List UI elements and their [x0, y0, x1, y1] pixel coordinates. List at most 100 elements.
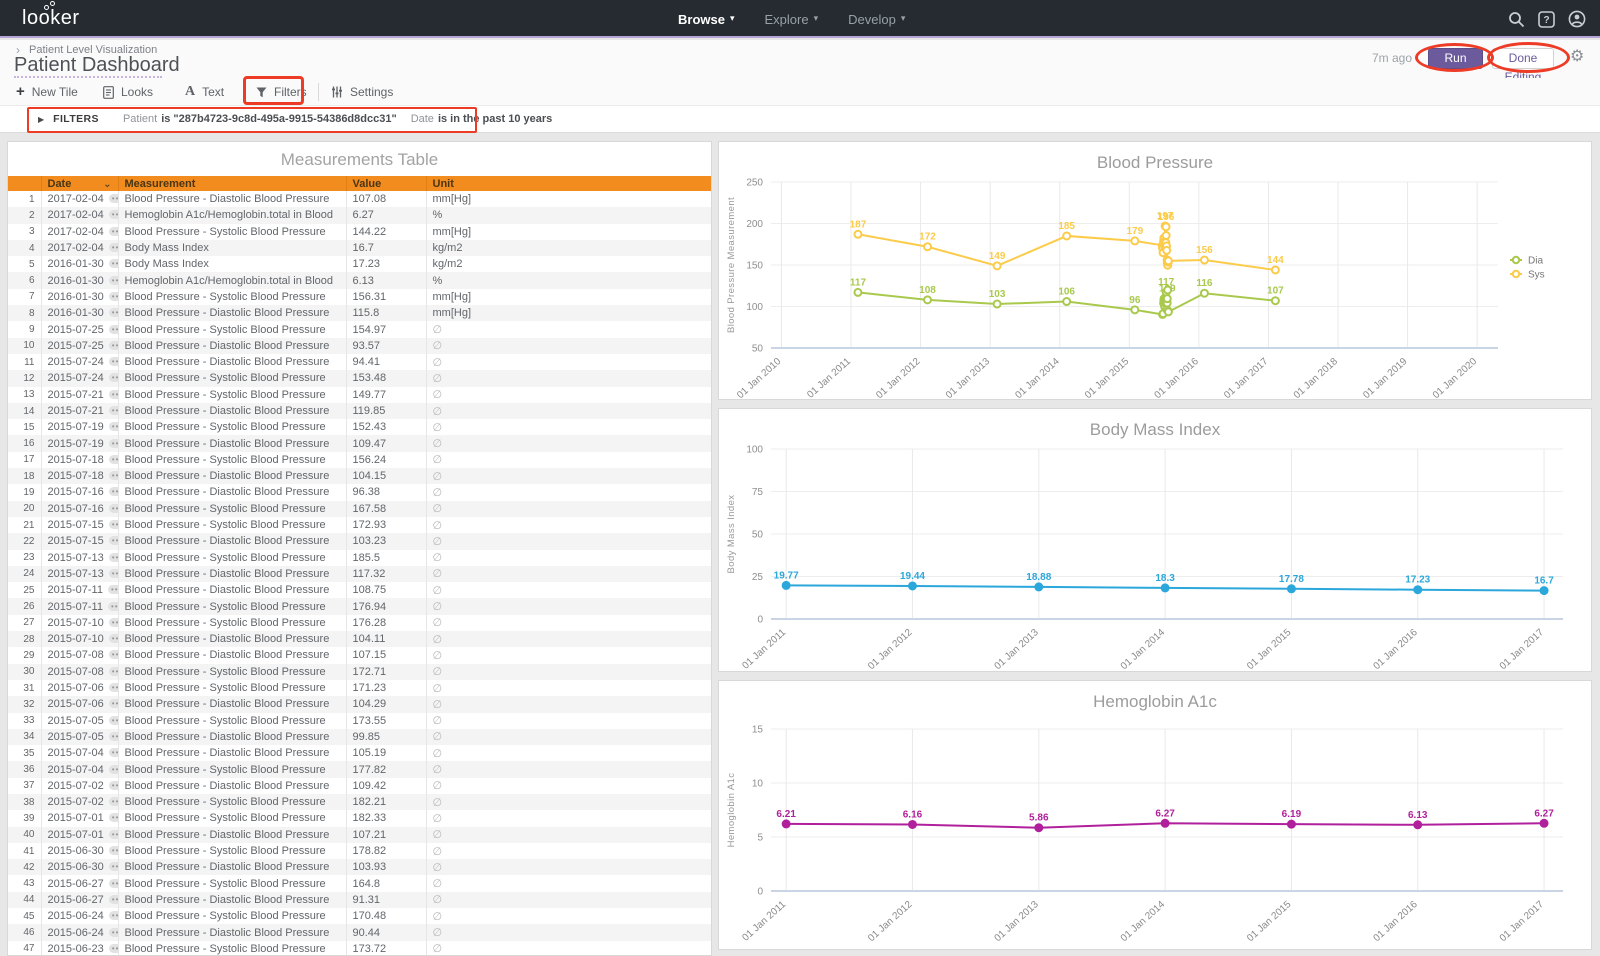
date-options-icon[interactable]: •••	[108, 780, 117, 790]
cell-value[interactable]: 90.44	[346, 924, 427, 941]
date-options-icon[interactable]: •••	[108, 943, 117, 953]
nav-menu-develop[interactable]: Develop ▾	[848, 12, 905, 27]
date-options-icon[interactable]: •••	[108, 536, 117, 546]
date-options-icon[interactable]: •••	[108, 634, 117, 644]
cell-value[interactable]: 107.08	[346, 191, 427, 208]
cell-measurement[interactable]: Blood Pressure - Diastolic Blood Pressur…	[118, 191, 347, 208]
body-mass-index-chart[interactable]: 100 75 50 25 001 Jan 2011 01 Jan 2012 01 Jan 2…	[719, 409, 1591, 672]
date-options-icon[interactable]: •••	[108, 650, 117, 660]
date-options-icon[interactable]: •••	[108, 552, 117, 562]
cell-value[interactable]: 6.27	[346, 207, 427, 224]
date-options-icon[interactable]: •••	[108, 666, 117, 676]
cell-measurement[interactable]: Blood Pressure - Systolic Blood Pressure	[118, 321, 347, 338]
date-options-icon[interactable]: •••	[107, 585, 117, 595]
new-tile-button[interactable]: + New Tile	[16, 78, 78, 106]
cell-date[interactable]: 2015-07-08•••	[41, 647, 119, 664]
cell-value[interactable]: 109.42	[346, 777, 427, 794]
cell-measurement[interactable]: Blood Pressure - Systolic Blood Pressure	[118, 679, 347, 697]
cell-measurement[interactable]: Blood Pressure - Systolic Blood Pressure	[118, 793, 347, 811]
cell-measurement[interactable]: Blood Pressure - Systolic Blood Pressure	[118, 288, 347, 306]
cell-value[interactable]: 182.21	[346, 793, 427, 811]
cell-value[interactable]: 119.85	[346, 402, 427, 420]
expand-triangle-icon[interactable]: ▶	[38, 114, 45, 124]
measurements-table[interactable]: Date ⌄ Measurement Value Unit 1 2017-02-04…	[8, 176, 711, 955]
cell-value[interactable]: 149.77	[346, 386, 427, 403]
cell-date[interactable]: 2017-02-04•••	[41, 191, 119, 208]
date-options-icon[interactable]: •••	[108, 291, 117, 301]
date-options-icon[interactable]: •••	[108, 568, 117, 578]
cell-measurement[interactable]: Blood Pressure - Diastolic Blood Pressur…	[118, 484, 347, 501]
cell-date[interactable]: 2015-07-10•••	[41, 614, 119, 632]
date-options-icon[interactable]: •••	[108, 927, 117, 937]
cell-value[interactable]: 172.71	[346, 663, 427, 680]
cell-date[interactable]: 2015-06-27•••	[41, 891, 119, 909]
cell-measurement[interactable]: Blood Pressure - Systolic Blood Pressure	[118, 908, 347, 925]
cell-value[interactable]: 99.85	[346, 728, 427, 746]
cell-measurement[interactable]: Blood Pressure - Diastolic Blood Pressur…	[118, 582, 347, 599]
date-options-icon[interactable]: •••	[108, 324, 117, 334]
cell-measurement[interactable]: Blood Pressure - Systolic Blood Pressure	[118, 598, 347, 615]
cell-measurement[interactable]: Blood Pressure - Systolic Blood Pressure	[118, 875, 347, 892]
cell-value[interactable]: 104.11	[346, 631, 427, 648]
column-header-value[interactable]: Value	[346, 176, 427, 191]
cell-date[interactable]: 2017-02-04•••	[41, 239, 119, 257]
text-button[interactable]: A Text	[185, 78, 224, 106]
date-options-icon[interactable]: •••	[108, 226, 117, 236]
date-options-icon[interactable]: •••	[108, 471, 117, 481]
cell-value[interactable]: 167.58	[346, 500, 427, 517]
cell-date[interactable]: 2015-07-25•••	[41, 321, 119, 338]
cell-value[interactable]: 176.94	[346, 598, 427, 615]
column-header-measurement[interactable]: Measurement	[118, 176, 347, 191]
cell-date[interactable]: 2015-07-06•••	[41, 696, 119, 713]
cell-measurement[interactable]: Blood Pressure - Diastolic Blood Pressur…	[118, 337, 347, 354]
cell-date[interactable]: 2015-07-01•••	[41, 826, 119, 843]
cell-value[interactable]: 185.5	[346, 549, 427, 566]
cell-value[interactable]: 154.97	[346, 321, 427, 338]
cell-measurement[interactable]: Hemoglobin A1c/Hemoglobin.total in Blood	[118, 272, 347, 289]
cell-measurement[interactable]: Blood Pressure - Diastolic Blood Pressur…	[118, 305, 347, 322]
cell-value[interactable]: 103.23	[346, 533, 427, 550]
cell-value[interactable]: 108.75	[346, 582, 427, 599]
cell-measurement[interactable]: Blood Pressure - Diastolic Blood Pressur…	[118, 777, 347, 794]
cell-value[interactable]: 156.31	[346, 288, 427, 306]
cell-measurement[interactable]: Blood Pressure - Diastolic Blood Pressur…	[118, 468, 347, 485]
date-options-icon[interactable]: •••	[108, 373, 117, 383]
date-options-icon[interactable]: •••	[108, 731, 117, 741]
date-options-icon[interactable]: •••	[108, 389, 117, 399]
cell-value[interactable]: 94.41	[346, 353, 427, 371]
cell-value[interactable]: 107.21	[346, 826, 427, 843]
cell-date[interactable]: 2015-07-16•••	[41, 500, 119, 517]
cell-date[interactable]: 2015-07-04•••	[41, 761, 119, 778]
date-options-icon[interactable]: •••	[108, 617, 117, 627]
date-options-icon[interactable]: •••	[107, 601, 117, 611]
cell-measurement[interactable]: Blood Pressure - Diastolic Blood Pressur…	[118, 826, 347, 843]
cell-date[interactable]: 2015-07-15•••	[41, 533, 119, 550]
date-options-icon[interactable]: •••	[108, 275, 117, 285]
cell-measurement[interactable]: Blood Pressure - Systolic Blood Pressure	[118, 761, 347, 778]
cell-measurement[interactable]: Blood Pressure - Systolic Blood Pressure	[118, 549, 347, 566]
date-options-icon[interactable]: •••	[108, 699, 117, 709]
cell-date[interactable]: 2015-07-24•••	[41, 353, 119, 371]
date-options-icon[interactable]: •••	[108, 308, 117, 318]
looker-logo[interactable]: looker	[22, 1, 79, 30]
help-icon[interactable]: ?	[1538, 10, 1555, 28]
run-button[interactable]: Run	[1428, 48, 1483, 69]
cell-date[interactable]: 2015-07-19•••	[41, 419, 119, 436]
date-options-icon[interactable]: •••	[108, 797, 117, 807]
cell-date[interactable]: 2017-02-04•••	[41, 223, 119, 240]
cell-value[interactable]: 103.93	[346, 859, 427, 876]
gear-icon[interactable]: ⚙	[1570, 48, 1585, 65]
cell-date[interactable]: 2015-07-05•••	[41, 712, 119, 729]
cell-value[interactable]: 156.24	[346, 451, 427, 469]
date-options-icon[interactable]: •••	[108, 503, 117, 513]
search-icon[interactable]	[1508, 11, 1525, 28]
cell-measurement[interactable]: Body Mass Index	[118, 239, 347, 257]
cell-value[interactable]: 93.57	[346, 337, 427, 354]
filter-field[interactable]: Date	[410, 113, 434, 125]
cell-measurement[interactable]: Blood Pressure - Systolic Blood Pressure	[118, 614, 347, 632]
date-options-icon[interactable]: •••	[108, 846, 117, 856]
cell-measurement[interactable]: Blood Pressure - Diastolic Blood Pressur…	[118, 728, 347, 746]
date-options-icon[interactable]: •••	[108, 813, 117, 823]
cell-measurement[interactable]: Blood Pressure - Diastolic Blood Pressur…	[118, 745, 347, 762]
